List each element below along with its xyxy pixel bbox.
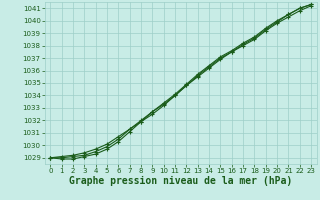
X-axis label: Graphe pression niveau de la mer (hPa): Graphe pression niveau de la mer (hPa) — [69, 176, 292, 186]
